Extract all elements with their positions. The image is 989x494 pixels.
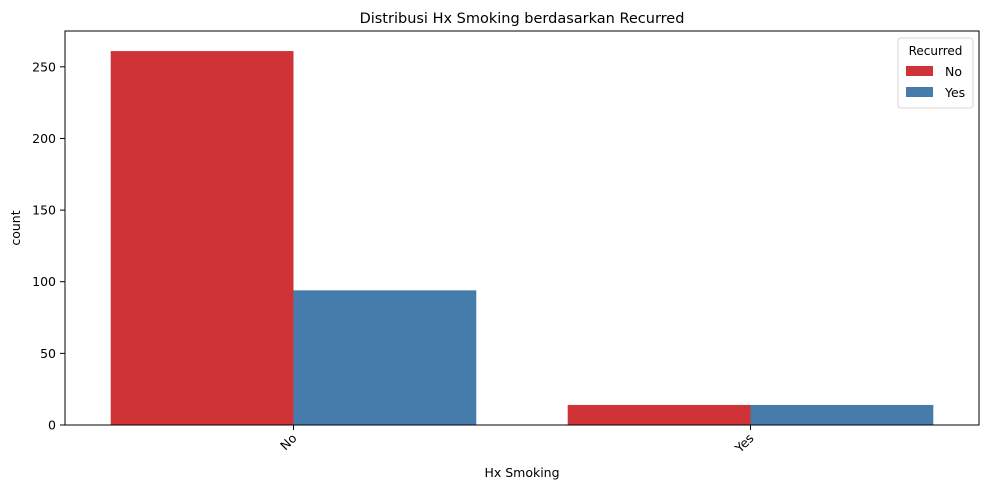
legend: Recurred No Yes xyxy=(897,37,974,109)
plot-frame xyxy=(64,30,980,426)
bar-no-no xyxy=(110,51,294,426)
y-tick-label: 250 xyxy=(32,59,56,74)
bars-layer xyxy=(110,51,934,426)
x-axis-ticks: No Yes xyxy=(277,425,757,456)
bar-yes-yes xyxy=(750,404,934,425)
x-tick-label-yes: Yes xyxy=(731,431,757,457)
chart-title: Distribusi Hx Smoking berdasarkan Recurr… xyxy=(360,11,685,27)
y-tick-label: 50 xyxy=(40,346,56,361)
y-tick-label: 150 xyxy=(32,203,56,218)
y-tick-label: 100 xyxy=(32,274,56,289)
legend-title: Recurred xyxy=(909,44,963,58)
y-axis-ticks: 0 50 100 150 200 250 xyxy=(32,59,65,433)
x-tick-label-no: No xyxy=(277,431,300,454)
x-axis-label: Hx Smoking xyxy=(484,465,559,480)
y-tick-label: 200 xyxy=(32,131,56,146)
bar-yes-no xyxy=(567,404,751,425)
y-axis-label: count xyxy=(8,210,23,245)
legend-label-yes: Yes xyxy=(944,85,965,100)
legend-swatch-no xyxy=(906,66,933,76)
legend-swatch-yes xyxy=(906,87,933,97)
y-tick-label: 0 xyxy=(48,418,56,433)
legend-items: No Yes xyxy=(906,64,965,100)
legend-label-no: No xyxy=(945,64,962,79)
bar-no-yes xyxy=(293,290,477,425)
